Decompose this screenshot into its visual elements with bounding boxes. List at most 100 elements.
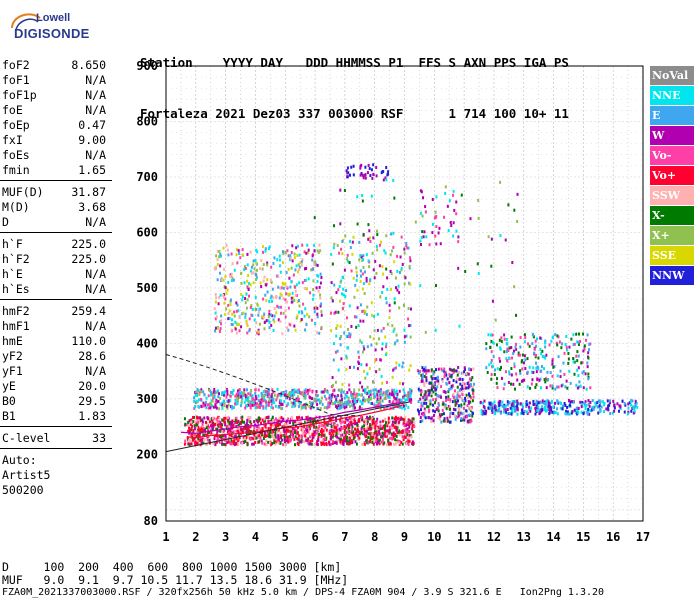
echo-point — [260, 433, 263, 437]
echo-point — [257, 424, 260, 428]
echo-point — [228, 431, 231, 435]
echo-point — [489, 346, 492, 350]
echo-point — [283, 424, 286, 428]
echo-point — [358, 417, 361, 421]
echo-point — [469, 396, 472, 400]
echo-point — [271, 441, 274, 445]
echo-point — [403, 435, 406, 439]
echo-point — [234, 394, 237, 398]
echo-point — [465, 373, 468, 377]
echo-point — [370, 435, 373, 439]
echo-point — [387, 416, 390, 420]
echo-point — [302, 393, 305, 397]
echo-point — [334, 432, 337, 436]
echo-point — [345, 436, 348, 440]
echo-point — [383, 249, 386, 253]
echo-point — [343, 268, 346, 272]
echo-point — [403, 282, 406, 286]
echo-point — [335, 404, 338, 408]
echo-point — [258, 416, 261, 420]
echo-point — [528, 401, 531, 405]
echo-point — [284, 315, 287, 319]
echo-point — [354, 283, 357, 287]
echo-point — [366, 441, 369, 445]
echo-point — [254, 401, 257, 405]
echo-point — [253, 431, 256, 435]
echo-point — [195, 420, 198, 424]
echo-point — [329, 311, 332, 315]
echo-point — [406, 429, 409, 433]
echo-point — [346, 259, 349, 263]
x-tick-label: 13 — [517, 530, 531, 544]
echo-point — [408, 398, 411, 402]
echo-point — [227, 398, 230, 402]
echo-point — [401, 442, 404, 446]
echo-point — [452, 385, 455, 389]
echo-point — [408, 266, 411, 270]
echo-point — [269, 419, 272, 423]
echo-point — [254, 272, 257, 276]
echo-point — [193, 427, 196, 431]
echo-point — [331, 262, 334, 266]
echo-point — [349, 335, 352, 339]
echo-point — [337, 368, 340, 372]
echo-point — [197, 428, 200, 432]
param-row-fxi: fxI 9.00 — [0, 133, 112, 148]
echo-point — [583, 403, 586, 407]
echo-point — [354, 440, 357, 444]
echo-point — [273, 441, 276, 445]
echo-point — [365, 279, 368, 283]
echo-point — [236, 438, 239, 442]
echo-point — [244, 427, 247, 431]
echo-point — [577, 406, 580, 410]
echo-point — [545, 409, 548, 413]
echo-point — [267, 403, 270, 407]
echo-point — [356, 367, 359, 371]
echo-point — [216, 390, 219, 394]
echo-point — [226, 389, 229, 393]
echo-point — [356, 434, 359, 438]
echo-point — [264, 417, 267, 421]
echo-point — [256, 435, 259, 439]
echo-point — [235, 331, 238, 335]
echo-point — [276, 419, 279, 423]
echo-point — [506, 342, 509, 346]
echo-point — [484, 412, 487, 416]
echo-point — [356, 399, 359, 403]
echo-point — [583, 344, 586, 348]
echo-point — [205, 423, 208, 427]
echo-point — [381, 419, 384, 423]
echo-point — [355, 270, 358, 274]
echo-point — [301, 404, 304, 408]
echo-point — [576, 368, 579, 372]
echo-point — [235, 424, 238, 428]
echo-point — [220, 443, 223, 447]
echo-point — [361, 309, 364, 313]
echo-point — [261, 316, 264, 320]
echo-point — [367, 432, 370, 436]
echo-point — [203, 432, 206, 436]
echo-point — [275, 428, 278, 432]
echo-point — [559, 375, 562, 379]
echo-point — [201, 424, 204, 428]
echo-point — [192, 437, 195, 441]
echo-point — [432, 398, 435, 402]
echo-point — [403, 393, 406, 397]
echo-point — [373, 392, 376, 396]
echo-point — [335, 434, 338, 438]
echo-point — [254, 401, 257, 405]
echo-point — [480, 411, 483, 415]
echo-point — [510, 373, 513, 377]
echo-point — [351, 441, 354, 445]
echo-point — [218, 296, 221, 300]
echo-point — [216, 263, 219, 267]
echo-point — [332, 440, 335, 444]
echo-point — [265, 299, 268, 303]
echo-point — [251, 307, 254, 311]
echo-point — [347, 440, 350, 444]
echo-point — [230, 421, 233, 425]
echo-point — [220, 279, 223, 283]
echo-point — [332, 389, 335, 393]
echo-point — [241, 393, 244, 397]
echo-point — [217, 416, 220, 420]
